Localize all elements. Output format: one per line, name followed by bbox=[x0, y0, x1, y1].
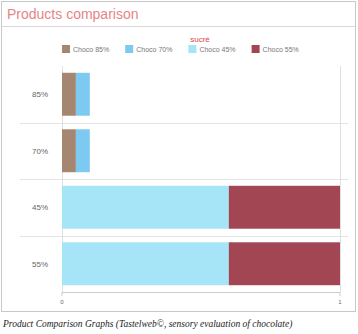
legend-swatch bbox=[125, 45, 133, 53]
band-separator bbox=[20, 236, 348, 237]
bar-segment bbox=[89, 73, 90, 116]
bar-segment bbox=[229, 186, 340, 229]
category-label: 45% bbox=[32, 203, 48, 212]
legend-swatch bbox=[62, 45, 70, 53]
band-separator bbox=[20, 123, 348, 124]
caption: Product Comparison Graphs (Tastelweb©, s… bbox=[2, 319, 292, 330]
x-axis bbox=[62, 292, 340, 293]
bar-segment bbox=[89, 73, 90, 116]
bar-segment bbox=[76, 73, 90, 116]
legend-swatch bbox=[252, 45, 260, 53]
subtitle: sucré bbox=[190, 35, 210, 44]
tick-label: 1 bbox=[338, 299, 342, 305]
bar-segment bbox=[62, 73, 76, 116]
bar-segment bbox=[89, 129, 90, 172]
title: Products comparison bbox=[7, 6, 139, 22]
title-divider bbox=[2, 26, 356, 27]
band-separator bbox=[20, 179, 348, 180]
bar-segment bbox=[229, 242, 340, 285]
bar-segment bbox=[62, 242, 229, 285]
bar-segment bbox=[62, 129, 76, 172]
legend-swatch bbox=[188, 45, 196, 53]
tick-label: 0 bbox=[60, 299, 64, 305]
bar-segment bbox=[89, 129, 90, 172]
legend-label: Choco 70% bbox=[136, 46, 172, 53]
tick bbox=[62, 292, 63, 296]
legend-label: Choco 55% bbox=[263, 46, 299, 53]
bar-segment bbox=[62, 186, 229, 229]
bar-segment bbox=[76, 129, 90, 172]
category-label: 85% bbox=[32, 90, 48, 99]
legend-label: Choco 45% bbox=[199, 46, 235, 53]
category-label: 70% bbox=[32, 147, 48, 156]
chart: Products comparison sucré Choco 85% Choco 7… bbox=[0, 0, 358, 334]
tick bbox=[340, 292, 341, 296]
legend-label: Choco 85% bbox=[73, 46, 109, 53]
grid-line bbox=[340, 66, 341, 292]
card bbox=[2, 2, 356, 312]
category-label: 55% bbox=[32, 260, 48, 269]
bars bbox=[62, 73, 340, 285]
